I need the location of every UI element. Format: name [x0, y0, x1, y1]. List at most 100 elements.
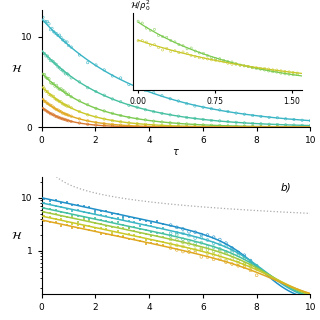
Point: [135, 105, 140, 110]
Point: [45, 89, 50, 94]
Point: [54, 114, 59, 119]
Point: [60, 37, 65, 42]
Point: [135, 121, 140, 126]
Point: [258, 125, 263, 130]
Point: [68, 114, 74, 119]
Point: [51, 29, 56, 34]
Point: [81, 204, 86, 209]
Point: [59, 67, 64, 72]
Point: [234, 125, 239, 130]
Point: [201, 124, 206, 129]
Point: [283, 116, 288, 121]
Point: [192, 125, 197, 130]
Point: [176, 124, 181, 130]
Point: [217, 125, 222, 130]
Point: [87, 205, 92, 210]
Point: [160, 231, 165, 236]
Point: [61, 38, 67, 43]
Point: [234, 124, 239, 130]
Y-axis label: $\mathcal{H}$: $\mathcal{H}$: [11, 63, 23, 74]
Point: [93, 120, 99, 125]
Point: [87, 211, 92, 216]
Point: [126, 120, 132, 125]
Point: [211, 235, 216, 240]
Point: [138, 231, 143, 236]
Point: [102, 92, 107, 98]
Point: [149, 224, 154, 229]
Point: [126, 236, 131, 241]
Point: [283, 125, 288, 130]
Point: [248, 263, 253, 268]
Point: [49, 93, 54, 99]
Point: [223, 244, 228, 249]
Point: [52, 106, 58, 111]
Point: [248, 261, 253, 266]
Point: [51, 59, 56, 64]
Point: [199, 246, 204, 251]
Point: [223, 260, 228, 265]
Point: [250, 124, 255, 129]
Point: [151, 109, 156, 114]
Point: [42, 19, 47, 24]
Point: [275, 124, 280, 129]
Point: [110, 111, 115, 116]
Point: [187, 247, 192, 252]
Point: [59, 214, 64, 219]
Point: [59, 224, 64, 229]
Point: [187, 238, 192, 243]
Point: [211, 249, 216, 254]
Point: [92, 210, 98, 215]
Point: [159, 123, 164, 128]
Point: [151, 122, 156, 127]
Point: [205, 247, 210, 252]
Point: [300, 125, 305, 130]
Point: [168, 233, 173, 238]
Point: [59, 99, 64, 104]
Point: [242, 124, 247, 129]
Point: [64, 206, 69, 212]
Point: [48, 80, 53, 85]
Point: [184, 124, 189, 129]
Point: [57, 65, 62, 70]
Point: [184, 121, 189, 126]
Point: [211, 241, 216, 246]
Point: [250, 121, 255, 126]
Point: [59, 86, 64, 92]
Point: [250, 125, 255, 130]
Point: [209, 106, 214, 111]
Point: [248, 268, 253, 273]
Point: [110, 73, 115, 78]
Point: [64, 39, 69, 44]
Point: [217, 118, 222, 124]
Point: [174, 237, 179, 242]
Point: [149, 229, 154, 235]
Point: [59, 205, 64, 210]
Point: [174, 243, 179, 248]
Point: [300, 125, 305, 130]
Point: [143, 124, 148, 129]
Point: [159, 124, 164, 130]
Point: [160, 235, 165, 240]
Point: [217, 108, 222, 113]
Point: [236, 250, 241, 255]
Point: [87, 216, 92, 221]
Point: [254, 265, 259, 270]
Point: [168, 237, 173, 242]
Point: [193, 241, 198, 246]
Point: [254, 263, 259, 268]
Point: [49, 26, 54, 31]
Point: [68, 119, 74, 124]
Point: [42, 99, 47, 104]
Point: [64, 219, 69, 224]
Point: [126, 115, 132, 120]
Point: [168, 120, 173, 125]
Point: [291, 117, 296, 122]
Point: [242, 261, 247, 266]
Point: [149, 241, 154, 246]
Point: [199, 254, 204, 260]
Point: [42, 209, 47, 214]
Point: [46, 102, 52, 107]
Point: [160, 221, 165, 226]
Point: [132, 232, 137, 237]
Point: [44, 100, 49, 105]
